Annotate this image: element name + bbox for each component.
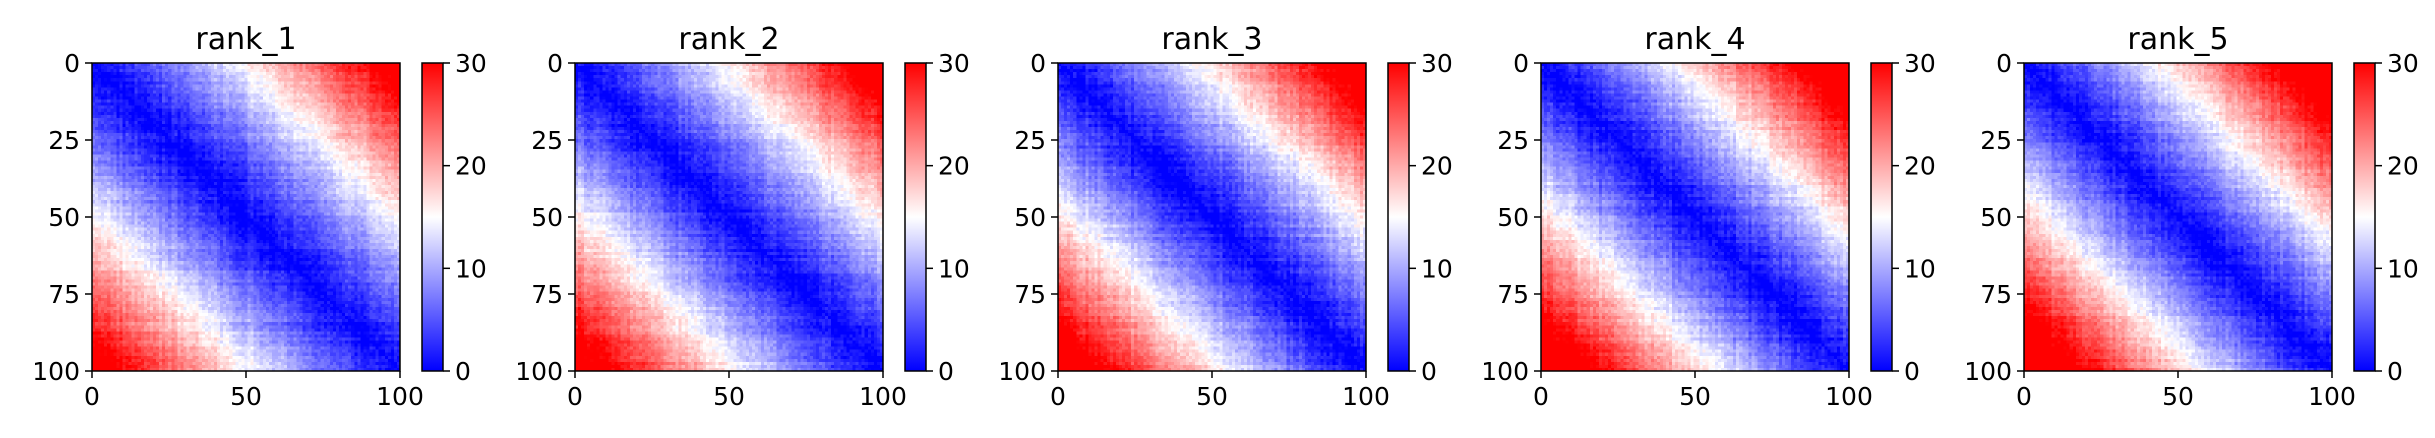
y-tick-label: 25 [531,126,563,155]
chart-title: rank_2 [678,22,779,57]
x-tick-label: 50 [2162,382,2194,411]
colorbar-tick-label: 0 [1421,357,1437,386]
x-tick-label: 100 [2308,382,2356,411]
colorbar-tick-label: 20 [2387,152,2419,181]
y-tick-label: 50 [1014,203,1046,232]
x-tick-label: 100 [859,382,907,411]
y-tick-label: 0 [1030,49,1046,78]
colorbar-tick-label: 0 [1904,357,1920,386]
y-tick-label: 25 [1980,126,2012,155]
x-tick-label: 0 [2016,382,2032,411]
chart-title: rank_3 [1161,22,1262,57]
x-tick-label: 100 [1342,382,1390,411]
y-tick-label: 50 [48,203,80,232]
colorbar-tick-label: 0 [455,357,471,386]
colorbar-tick-label: 30 [455,49,487,78]
colorbar-tick-label: 0 [2387,357,2403,386]
y-tick-label: 100 [1964,357,2012,386]
colorbar-tick-label: 10 [1904,254,1936,283]
colorbar-tick-label: 30 [1421,49,1453,78]
x-tick-label: 50 [1196,382,1228,411]
y-tick-label: 25 [1497,126,1529,155]
colorbar-tick-label: 10 [1421,254,1453,283]
y-tick-label: 75 [1497,280,1529,309]
y-tick-label: 0 [547,49,563,78]
y-tick-label: 0 [1513,49,1529,78]
heatmap-image [575,63,883,371]
chart-title: rank_4 [1644,22,1745,57]
x-tick-label: 0 [84,382,100,411]
colorbar [421,62,444,372]
y-tick-label: 100 [1481,357,1529,386]
heatmap-image [2024,63,2332,371]
y-tick-label: 25 [1014,126,1046,155]
colorbar-tick-label: 10 [455,254,487,283]
y-tick-label: 50 [1497,203,1529,232]
y-tick-label: 50 [531,203,563,232]
chart-title: rank_5 [2127,22,2228,57]
heatmap-image [92,63,400,371]
y-tick-label: 100 [32,357,80,386]
y-tick-label: 100 [998,357,1046,386]
colorbar-tick-label: 10 [938,254,970,283]
colorbar-tick-label: 30 [1904,49,1936,78]
y-tick-label: 75 [1980,280,2012,309]
y-tick-label: 100 [515,357,563,386]
x-tick-label: 0 [1533,382,1549,411]
x-tick-label: 50 [1679,382,1711,411]
x-tick-label: 50 [713,382,745,411]
colorbar-tick-label: 10 [2387,254,2419,283]
x-tick-label: 0 [567,382,583,411]
x-tick-label: 50 [230,382,262,411]
colorbar [1387,62,1410,372]
colorbar-tick-label: 30 [938,49,970,78]
colorbar [1870,62,1893,372]
y-tick-label: 75 [531,280,563,309]
colorbar [2353,62,2376,372]
x-tick-label: 0 [1050,382,1066,411]
y-tick-label: 75 [1014,280,1046,309]
colorbar-tick-label: 20 [1904,152,1936,181]
chart-title: rank_1 [195,22,296,57]
y-tick-label: 50 [1980,203,2012,232]
y-tick-label: 25 [48,126,80,155]
colorbar-tick-label: 20 [1421,152,1453,181]
y-tick-label: 75 [48,280,80,309]
colorbar-tick-label: 30 [2387,49,2419,78]
heatmap-image [1058,63,1366,371]
colorbar-tick-label: 20 [938,152,970,181]
colorbar-tick-label: 0 [938,357,954,386]
heatmap-image [1541,63,1849,371]
x-tick-label: 100 [376,382,424,411]
colorbar [904,62,927,372]
y-tick-label: 0 [1996,49,2012,78]
colorbar-tick-label: 20 [455,152,487,181]
y-tick-label: 0 [64,49,80,78]
x-tick-label: 100 [1825,382,1873,411]
